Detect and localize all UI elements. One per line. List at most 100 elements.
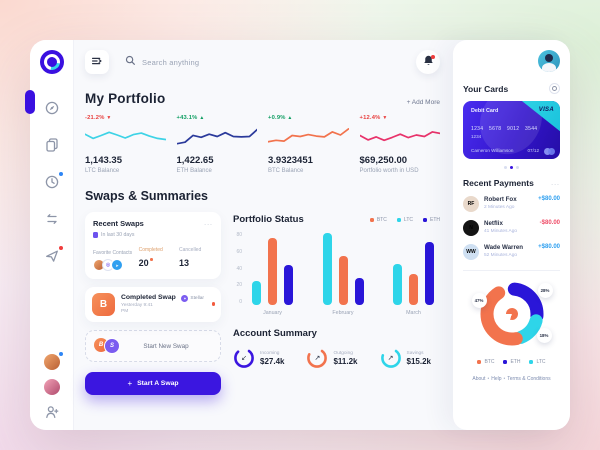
bar-eth-february[interactable] <box>354 278 364 305</box>
sidebar-item-documents[interactable] <box>44 137 60 153</box>
cancelled-stat: Cancelled 13 <box>179 247 213 271</box>
sidebar-nav <box>44 100 63 264</box>
bar-eth-january[interactable] <box>284 265 293 305</box>
sidebar-bottom <box>43 352 63 420</box>
swaps-title: Swaps & Summaries <box>85 189 208 203</box>
balance-card-btc[interactable]: +0.9% ▲ 3.9323451 BTC Balance <box>267 115 350 174</box>
page-dot[interactable] <box>516 166 519 169</box>
balance-card-eth[interactable]: +43.1% ▲ 1,422.65 ETH Balance <box>175 115 258 174</box>
payment-time: 2 Minutes Ago <box>484 205 515 210</box>
add-more-button[interactable]: + Add More <box>406 99 440 106</box>
plus-icon: + <box>127 379 133 388</box>
bar-ltc-february[interactable] <box>322 233 332 305</box>
bar-chart-legend: BTC LTC ETH <box>369 217 440 223</box>
start-swap-button[interactable]: + Start A Swap <box>85 372 221 395</box>
more-menu-icon[interactable]: ... <box>204 220 213 227</box>
sidebar-item-dashboard[interactable] <box>44 100 60 116</box>
add-user-icon <box>44 404 60 420</box>
pie-center-icon <box>505 308 518 320</box>
bar-group: March <box>393 233 434 316</box>
search-bar[interactable]: Search anything <box>125 53 416 71</box>
cancelled-value: 13 <box>179 258 190 268</box>
contact-avatar[interactable] <box>43 352 63 370</box>
divider <box>463 270 560 271</box>
bar-eth-march[interactable] <box>425 242 434 305</box>
network-name: Stellar <box>190 296 204 301</box>
balance-label: ETH Balance <box>176 168 212 174</box>
favorite-contacts: Favorite Contacts ◎ ➤ <box>93 250 132 271</box>
legend-item: ETH <box>503 359 520 365</box>
account-summary: Account Summary ↙ Incoming $27.4k ↗ Outgo… <box>233 328 440 369</box>
notifications-button[interactable] <box>416 50 440 74</box>
panel-footer: About • Help • Terms & Conditions <box>472 376 551 382</box>
stellar-icon: ✶ <box>181 295 189 302</box>
balance-card-usd[interactable]: +12.4% ▼ $69,250.00 Portfolio worth in U… <box>358 115 441 174</box>
credit-card[interactable]: Debit Card VISA 1234 5678 9012 3544 1234… <box>463 101 560 159</box>
contact-avatar[interactable] <box>43 379 60 395</box>
sidebar-item-history[interactable] <box>44 172 63 190</box>
x-axis-label: March <box>406 310 421 316</box>
sidebar-item-swaps[interactable] <box>44 211 60 227</box>
legend-dot <box>529 360 534 364</box>
payment-row[interactable]: RF Robert Fox 2 Minutes Ago +$80.00 <box>463 196 560 212</box>
payment-time: 41 Minutes Ago <box>484 229 518 234</box>
legend-item: BTC <box>369 217 387 223</box>
menu-toggle-button[interactable] <box>85 50 109 74</box>
balance-value: 3.9323451 <box>268 155 313 166</box>
x-axis-label: February <box>332 310 354 316</box>
stat-label: Outgoing <box>333 350 353 356</box>
bar-ltc-march[interactable] <box>393 263 402 305</box>
bitcoin-icon: B <box>92 293 115 316</box>
bar-chart-yaxis: 80 60 40 20 0 <box>236 232 242 305</box>
bar-btc-february[interactable] <box>338 255 348 305</box>
payment-time: 52 Minutes Ago <box>484 253 518 258</box>
bell-icon <box>422 54 435 70</box>
page-dot[interactable] <box>504 166 507 169</box>
balance-value: 1,143.35 <box>85 155 122 166</box>
payee-avatar: WW <box>463 244 479 260</box>
change-badge: -21.2% ▼ <box>85 115 112 121</box>
terms-link[interactable]: Terms & Conditions <box>507 376 551 382</box>
page-dot-active[interactable] <box>510 166 513 169</box>
more-menu-icon[interactable]: ... <box>551 179 560 187</box>
balance-label: Portfolio worth in USD <box>359 168 419 174</box>
target-dot-icon <box>552 86 557 91</box>
main-content: Search anything My Portfolio + Add More … <box>74 40 453 430</box>
legend-dot <box>396 217 401 222</box>
legend-item: LTC <box>529 359 546 365</box>
user-avatar[interactable] <box>538 50 560 72</box>
stellar-coin-icon: S <box>104 338 120 354</box>
completed-label: Completed <box>138 247 163 253</box>
portfolio-title: My Portfolio <box>85 91 166 106</box>
trend-up-icon: ▲ <box>287 115 293 121</box>
start-new-swap-label: Start New Swap <box>143 342 189 350</box>
contact-avatar[interactable]: ➤ <box>111 259 123 271</box>
help-link[interactable]: Help <box>491 376 502 382</box>
bar-ltc-january[interactable] <box>252 280 261 305</box>
completed-swap-card[interactable]: B Completed Swap Yesterday 9:41 PM ✶ Ste… <box>85 287 221 322</box>
start-new-swap-dropzone[interactable]: B S Start New Swap <box>85 330 221 362</box>
topbar: Search anything <box>85 50 440 74</box>
payee-avatar: N <box>463 220 479 236</box>
payment-amount: -$80.00 <box>539 220 560 226</box>
savings-stat: ↗ Savings $15.2k <box>380 347 431 369</box>
recent-payments-title: Recent Payments <box>463 178 534 188</box>
card-number: 1234 5678 9012 3544 <box>471 126 538 132</box>
add-contact-button[interactable] <box>44 404 60 420</box>
coin-pair-icon: B S <box>94 338 120 354</box>
about-link[interactable]: About <box>472 376 486 382</box>
payment-row[interactable]: N Netflix 41 Minutes Ago -$80.00 <box>463 220 560 236</box>
bar-btc-january[interactable] <box>268 238 277 305</box>
payment-row[interactable]: WW Wade Warren 52 Minutes Ago +$80.00 <box>463 244 560 260</box>
sidebar-item-send[interactable] <box>44 246 63 264</box>
card-pagination <box>463 166 560 169</box>
bar-btc-march[interactable] <box>409 274 418 305</box>
balance-card-ltc[interactable]: -21.2% ▼ 1,143.35 LTC Balance <box>84 115 167 174</box>
balance-value: 1,422.65 <box>176 155 214 166</box>
swaps-column: Recent Swaps ... In last 30 days Favorit… <box>85 212 221 395</box>
card-options-button[interactable] <box>549 83 560 94</box>
recent-swaps-title: Recent Swaps <box>93 219 144 228</box>
bar-chart: 80 60 40 20 0 January February March <box>233 233 440 316</box>
your-cards-title: Your Cards <box>463 83 509 94</box>
app-logo[interactable] <box>39 50 64 74</box>
